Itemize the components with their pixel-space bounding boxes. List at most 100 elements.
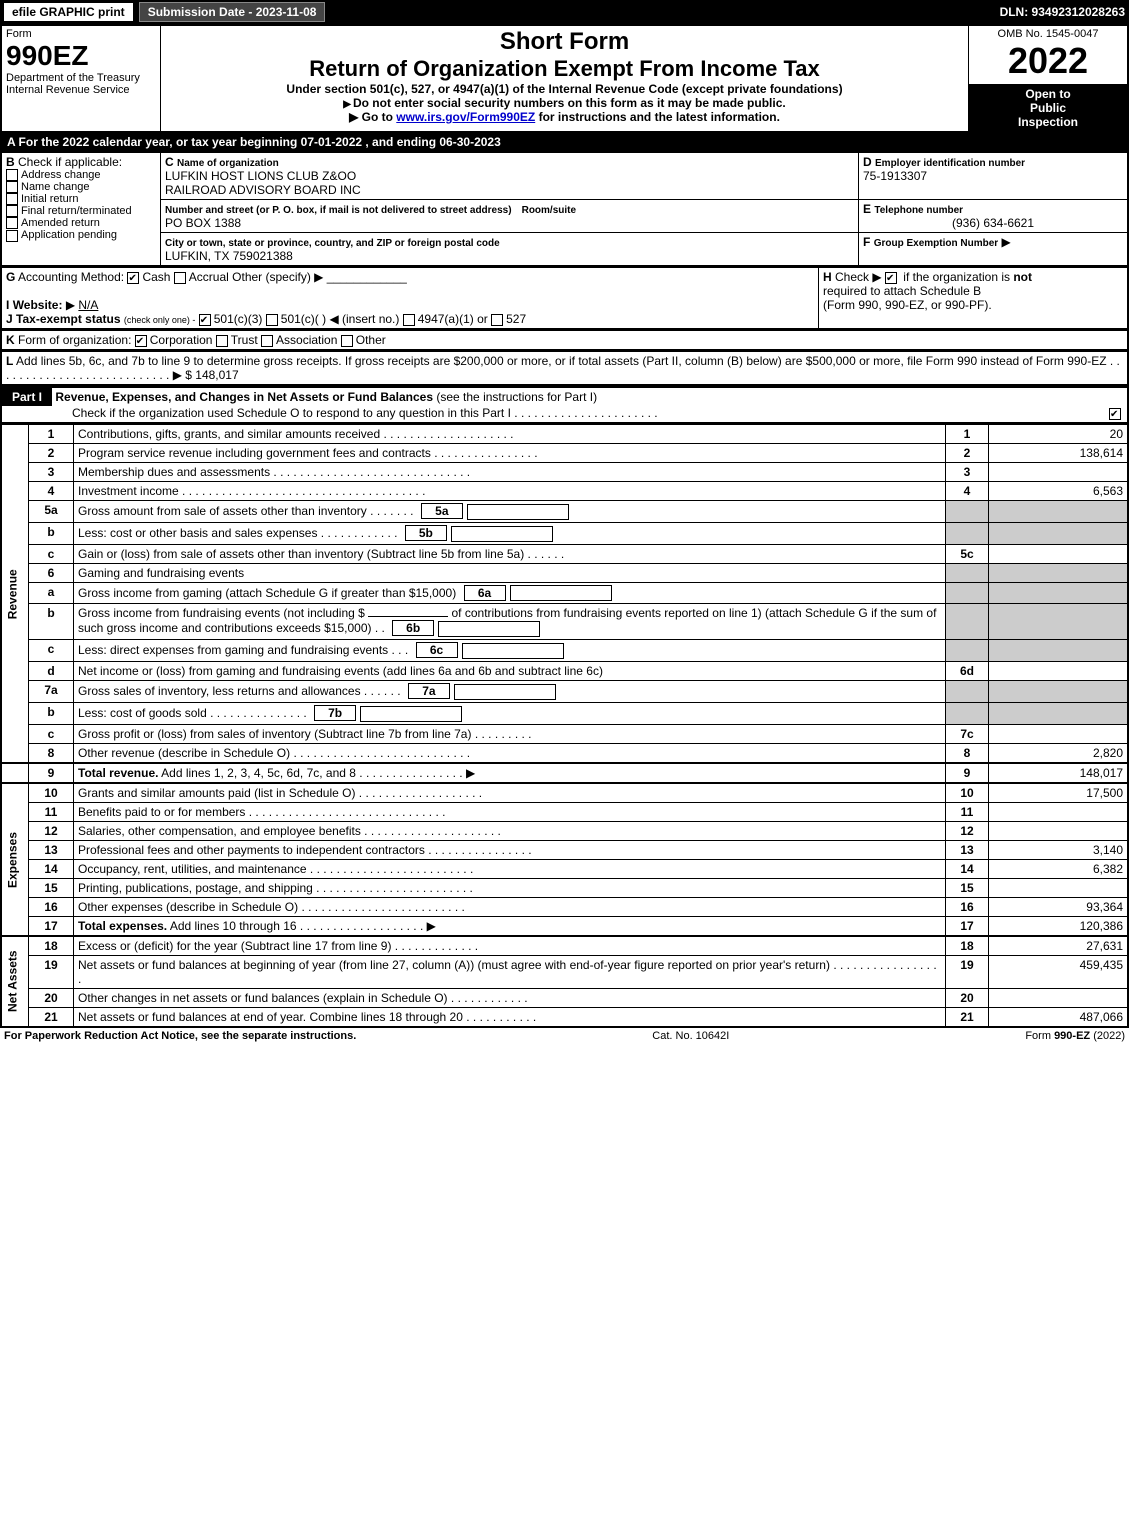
line-6c-desc: Less: direct expenses from gaming and fu…: [78, 643, 388, 657]
line-1-num: 1: [29, 425, 74, 444]
expenses-vlabel: Expenses: [1, 783, 29, 936]
line-1-val: 20: [989, 425, 1129, 444]
section-a: A For the 2022 calendar year, or tax yea…: [0, 133, 1129, 152]
l-label: L: [6, 354, 13, 368]
4947-checkbox[interactable]: [403, 314, 415, 326]
line-10-val: 17,500: [989, 783, 1129, 803]
line-21-val: 487,066: [989, 1007, 1129, 1027]
line-5b-desc: Less: cost or other basis and sales expe…: [78, 526, 317, 540]
line-7a-sub: 7a: [408, 683, 450, 699]
line-7a-val: [989, 681, 1129, 703]
line-6b-ref: [946, 604, 989, 640]
other-org-checkbox[interactable]: [341, 335, 353, 347]
g-h-section: G Accounting Method: Cash Accrual Other …: [0, 267, 1129, 330]
line-6c-sub: 6c: [416, 642, 458, 658]
line-5b-val: [989, 522, 1129, 544]
public: Public: [973, 101, 1123, 115]
cash-checkbox[interactable]: [127, 272, 139, 284]
h-checkbox[interactable]: [885, 272, 897, 284]
final-return-checkbox[interactable]: [6, 205, 18, 217]
line-10-desc: Grants and similar amounts paid (list in…: [78, 786, 355, 800]
irs-link[interactable]: www.irs.gov/Form990EZ: [396, 110, 535, 124]
line-14-num: 14: [29, 859, 74, 878]
ein-value: 75-1913307: [863, 169, 927, 183]
application-pending-checkbox[interactable]: [6, 230, 18, 242]
line-6c-ref: [946, 640, 989, 662]
line-21-desc: Net assets or fund balances at end of ye…: [78, 1010, 463, 1024]
f-label: F: [863, 235, 870, 249]
line-6b-sub: 6b: [392, 620, 434, 636]
line-6a-val: [989, 582, 1129, 604]
l-section: L Add lines 5b, 6c, and 7b to line 9 to …: [0, 351, 1129, 386]
line-4-val: 6,563: [989, 482, 1129, 501]
line-17-num: 17: [29, 916, 74, 936]
line-15-val: [989, 878, 1129, 897]
line-4-num: 4: [29, 482, 74, 501]
line-5b-sub: 5b: [405, 525, 447, 541]
warn-ssn: Do not enter social security numbers on …: [165, 96, 964, 110]
insert-no: (insert no.): [342, 312, 399, 326]
line-20-ref: 20: [946, 988, 989, 1007]
efile-print-button[interactable]: efile GRAPHIC print: [4, 3, 133, 21]
line-5c-desc: Gain or (loss) from sale of assets other…: [78, 547, 524, 561]
line-10-ref: 10: [946, 783, 989, 803]
line-18-ref: 18: [946, 936, 989, 956]
room-label: Room/suite: [522, 205, 576, 216]
line-5a-sub: 5a: [421, 503, 463, 519]
line-13-val: 3,140: [989, 840, 1129, 859]
line-14-desc: Occupancy, rent, utilities, and maintena…: [78, 862, 307, 876]
trust-checkbox[interactable]: [216, 335, 228, 347]
association-checkbox[interactable]: [261, 335, 273, 347]
line-5c-val: [989, 544, 1129, 563]
form-number: 990EZ: [6, 40, 156, 72]
inspection: Inspection: [973, 115, 1123, 129]
line-7a-desc: Gross sales of inventory, less returns a…: [78, 684, 361, 698]
line-20-desc: Other changes in net assets or fund bala…: [78, 991, 448, 1005]
line-8-num: 8: [29, 743, 74, 763]
line-20-num: 20: [29, 988, 74, 1007]
name-change-checkbox[interactable]: [6, 181, 18, 193]
accrual-checkbox[interactable]: [174, 272, 186, 284]
line-6d-desc: Net income or (loss) from gaming and fun…: [74, 662, 946, 681]
line-6a-ref: [946, 582, 989, 604]
line-20-val: [989, 988, 1129, 1007]
line-19-num: 19: [29, 955, 74, 988]
line-2-ref: 2: [946, 444, 989, 463]
line-7a-ref: [946, 681, 989, 703]
schedule-o-checkbox[interactable]: [1109, 408, 1121, 420]
line-13-ref: 13: [946, 840, 989, 859]
corporation-checkbox[interactable]: [135, 335, 147, 347]
footer-right-pre: Form: [1025, 1030, 1054, 1042]
line-16-num: 16: [29, 897, 74, 916]
line-7b-desc: Less: cost of goods sold: [78, 706, 207, 720]
line-6-ref: [946, 563, 989, 582]
amended-return-label: Amended return: [21, 217, 100, 229]
line-8-val: 2,820: [989, 743, 1129, 763]
footer-mid: Cat. No. 10642I: [652, 1030, 729, 1042]
501c-checkbox[interactable]: [266, 314, 278, 326]
address-change-checkbox[interactable]: [6, 169, 18, 181]
line-17-ref: 17: [946, 916, 989, 936]
501c3-checkbox[interactable]: [199, 314, 211, 326]
line-10-num: 10: [29, 783, 74, 803]
amended-return-checkbox[interactable]: [6, 217, 18, 229]
part1-label: Part I: [2, 388, 52, 406]
line-7a-num: 7a: [29, 681, 74, 703]
527-checkbox[interactable]: [491, 314, 503, 326]
line-18-num: 18: [29, 936, 74, 956]
line-7b-subval: [360, 706, 462, 722]
line-7b-sub: 7b: [314, 705, 356, 721]
h-text1: Check ▶: [835, 270, 882, 284]
final-return-label: Final return/terminated: [21, 205, 132, 217]
page-footer: For Paperwork Reduction Act Notice, see …: [0, 1028, 1129, 1044]
line-14-val: 6,382: [989, 859, 1129, 878]
line-18-desc: Excess or (deficit) for the year (Subtra…: [78, 939, 391, 953]
initial-return-checkbox[interactable]: [6, 193, 18, 205]
part1-header: Part I Revenue, Expenses, and Changes in…: [0, 386, 1129, 424]
k-text: Form of organization:: [18, 333, 131, 347]
line-2-val: 138,614: [989, 444, 1129, 463]
street-label: Number and street (or P. O. box, if mail…: [165, 205, 512, 216]
line-15-ref: 15: [946, 878, 989, 897]
line-9-desc2: Add lines 1, 2, 3, 4, 5c, 6d, 7c, and 8: [158, 766, 355, 780]
corporation-label: Corporation: [150, 333, 213, 347]
